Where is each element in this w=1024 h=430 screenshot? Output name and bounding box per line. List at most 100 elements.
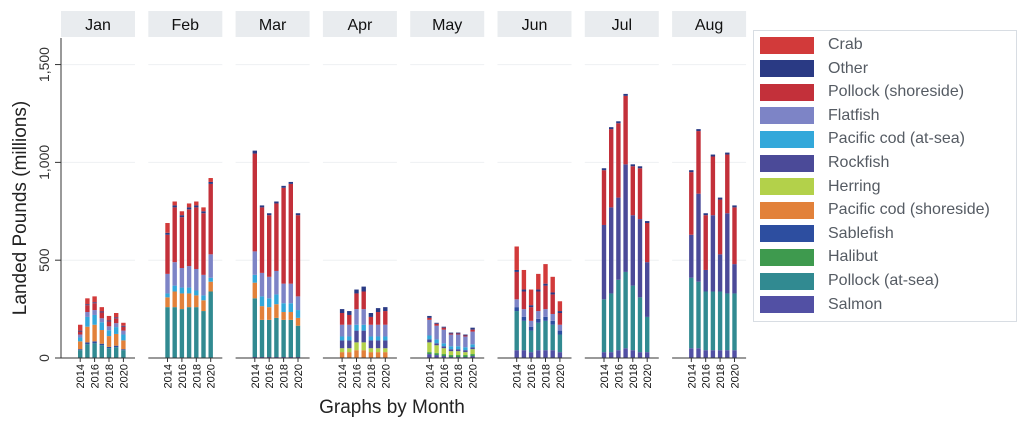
bar-segment	[368, 324, 374, 337]
bar-segment	[383, 324, 388, 337]
bar-segment	[121, 322, 126, 326]
legend-item: Herring	[760, 176, 880, 198]
bar-segment	[470, 349, 475, 355]
panel-title: Jun	[522, 17, 548, 34]
bar-segment	[267, 276, 272, 299]
bar-segment	[623, 95, 628, 165]
bar-segment	[441, 356, 446, 358]
bar-segment	[99, 311, 104, 313]
bar-segment	[645, 316, 650, 353]
bar-may-2014	[427, 315, 432, 358]
bar-segment	[194, 307, 199, 358]
bar-segment	[463, 350, 468, 353]
panel-header	[322, 11, 397, 37]
bar-segment	[347, 340, 352, 349]
panel-title: Jan	[85, 17, 111, 34]
bar-segment	[448, 355, 454, 358]
bar-segment	[616, 121, 621, 124]
bar-segment	[383, 307, 388, 312]
bar-segment	[172, 285, 177, 292]
bar-segment	[361, 342, 366, 351]
bar-segment	[463, 335, 468, 337]
bar-segment	[339, 324, 345, 337]
bar-aug-2020	[732, 205, 737, 358]
bar-segment	[281, 187, 286, 284]
bar-segment	[99, 322, 104, 331]
bar-segment	[92, 303, 97, 311]
bar-segment	[732, 205, 737, 208]
bar-segment	[441, 329, 446, 344]
bar-segment	[616, 197, 621, 280]
bar-segment	[725, 350, 730, 358]
bar-segment	[732, 264, 737, 294]
bar-aug-2017	[710, 154, 716, 358]
bar-segment	[630, 285, 635, 351]
bar-segment	[689, 172, 694, 235]
bar-segment	[557, 324, 563, 331]
bar-segment	[609, 352, 614, 358]
panel-aug: Aug 2014 2016 2018 2020	[672, 11, 747, 388]
legend-label: Pollock (shoreside)	[828, 83, 965, 101]
bar-segment	[717, 199, 723, 255]
bar-segment	[732, 350, 737, 358]
panel-feb: Feb 2014 2016 2018 2020	[148, 11, 223, 388]
bar-segment	[623, 271, 628, 349]
bar-segment	[361, 286, 366, 292]
panel-title: Aug	[695, 17, 723, 34]
bar-segment	[201, 300, 206, 312]
bar-segment	[281, 303, 286, 313]
legend: Crab Other Pollock (shoreside) Flatfish Paci…	[753, 30, 1017, 322]
bar-segment	[85, 312, 90, 317]
legend-swatch	[760, 178, 814, 196]
bar-segment	[623, 93, 628, 96]
bar-segment	[703, 350, 708, 358]
bar-segment	[536, 322, 541, 351]
bar-segment	[375, 348, 381, 353]
bar-apr-2018	[368, 313, 374, 358]
x-tick-label: 2020	[730, 364, 742, 388]
x-tick-label: 2018	[541, 364, 553, 388]
bar-segment	[165, 223, 170, 233]
bar-segment	[528, 352, 534, 358]
bar-feb-2015	[172, 201, 177, 358]
x-tick-label: 2020	[468, 364, 480, 388]
bar-segment	[208, 181, 213, 184]
bar-segment	[521, 320, 527, 351]
bar-segment	[645, 223, 650, 263]
bar-segment	[528, 307, 534, 321]
bar-segment	[78, 324, 83, 331]
bar-segment	[121, 326, 126, 331]
bar-segment	[427, 319, 432, 336]
bar-segment	[725, 293, 730, 351]
bar-segment	[601, 170, 607, 225]
bar-segment	[645, 221, 650, 224]
legend-item: Other	[760, 58, 868, 80]
bar-segment	[114, 318, 119, 324]
bar-segment	[194, 207, 199, 269]
bar-segment	[725, 152, 730, 155]
bar-segment	[194, 295, 199, 308]
bar-segment	[514, 350, 519, 358]
bar-segment	[114, 333, 119, 346]
bar-segment	[165, 232, 170, 235]
bar-may-2016	[441, 326, 446, 358]
bar-segment	[470, 344, 475, 348]
bar-segment	[710, 291, 716, 351]
bar-may-2019	[463, 334, 468, 358]
bar-segment	[361, 330, 366, 343]
bar-segment	[375, 324, 381, 337]
bar-jan-2019	[114, 313, 119, 358]
x-tick-label: 2014	[424, 364, 436, 388]
panel-apr: Apr 2014 2016 2018 2020	[322, 11, 397, 388]
x-tick-label: 2020	[118, 364, 130, 388]
bar-feb-2017	[186, 203, 192, 358]
bar-segment	[99, 307, 104, 312]
bar-segment	[201, 213, 206, 275]
panel-header	[148, 11, 223, 37]
bar-segment	[456, 332, 461, 334]
legend-swatch	[760, 107, 814, 125]
legend-label: Halibut	[828, 248, 878, 266]
bar-segment	[259, 296, 265, 307]
bar-segment	[361, 309, 366, 325]
x-tick-label: 2018	[453, 364, 465, 388]
